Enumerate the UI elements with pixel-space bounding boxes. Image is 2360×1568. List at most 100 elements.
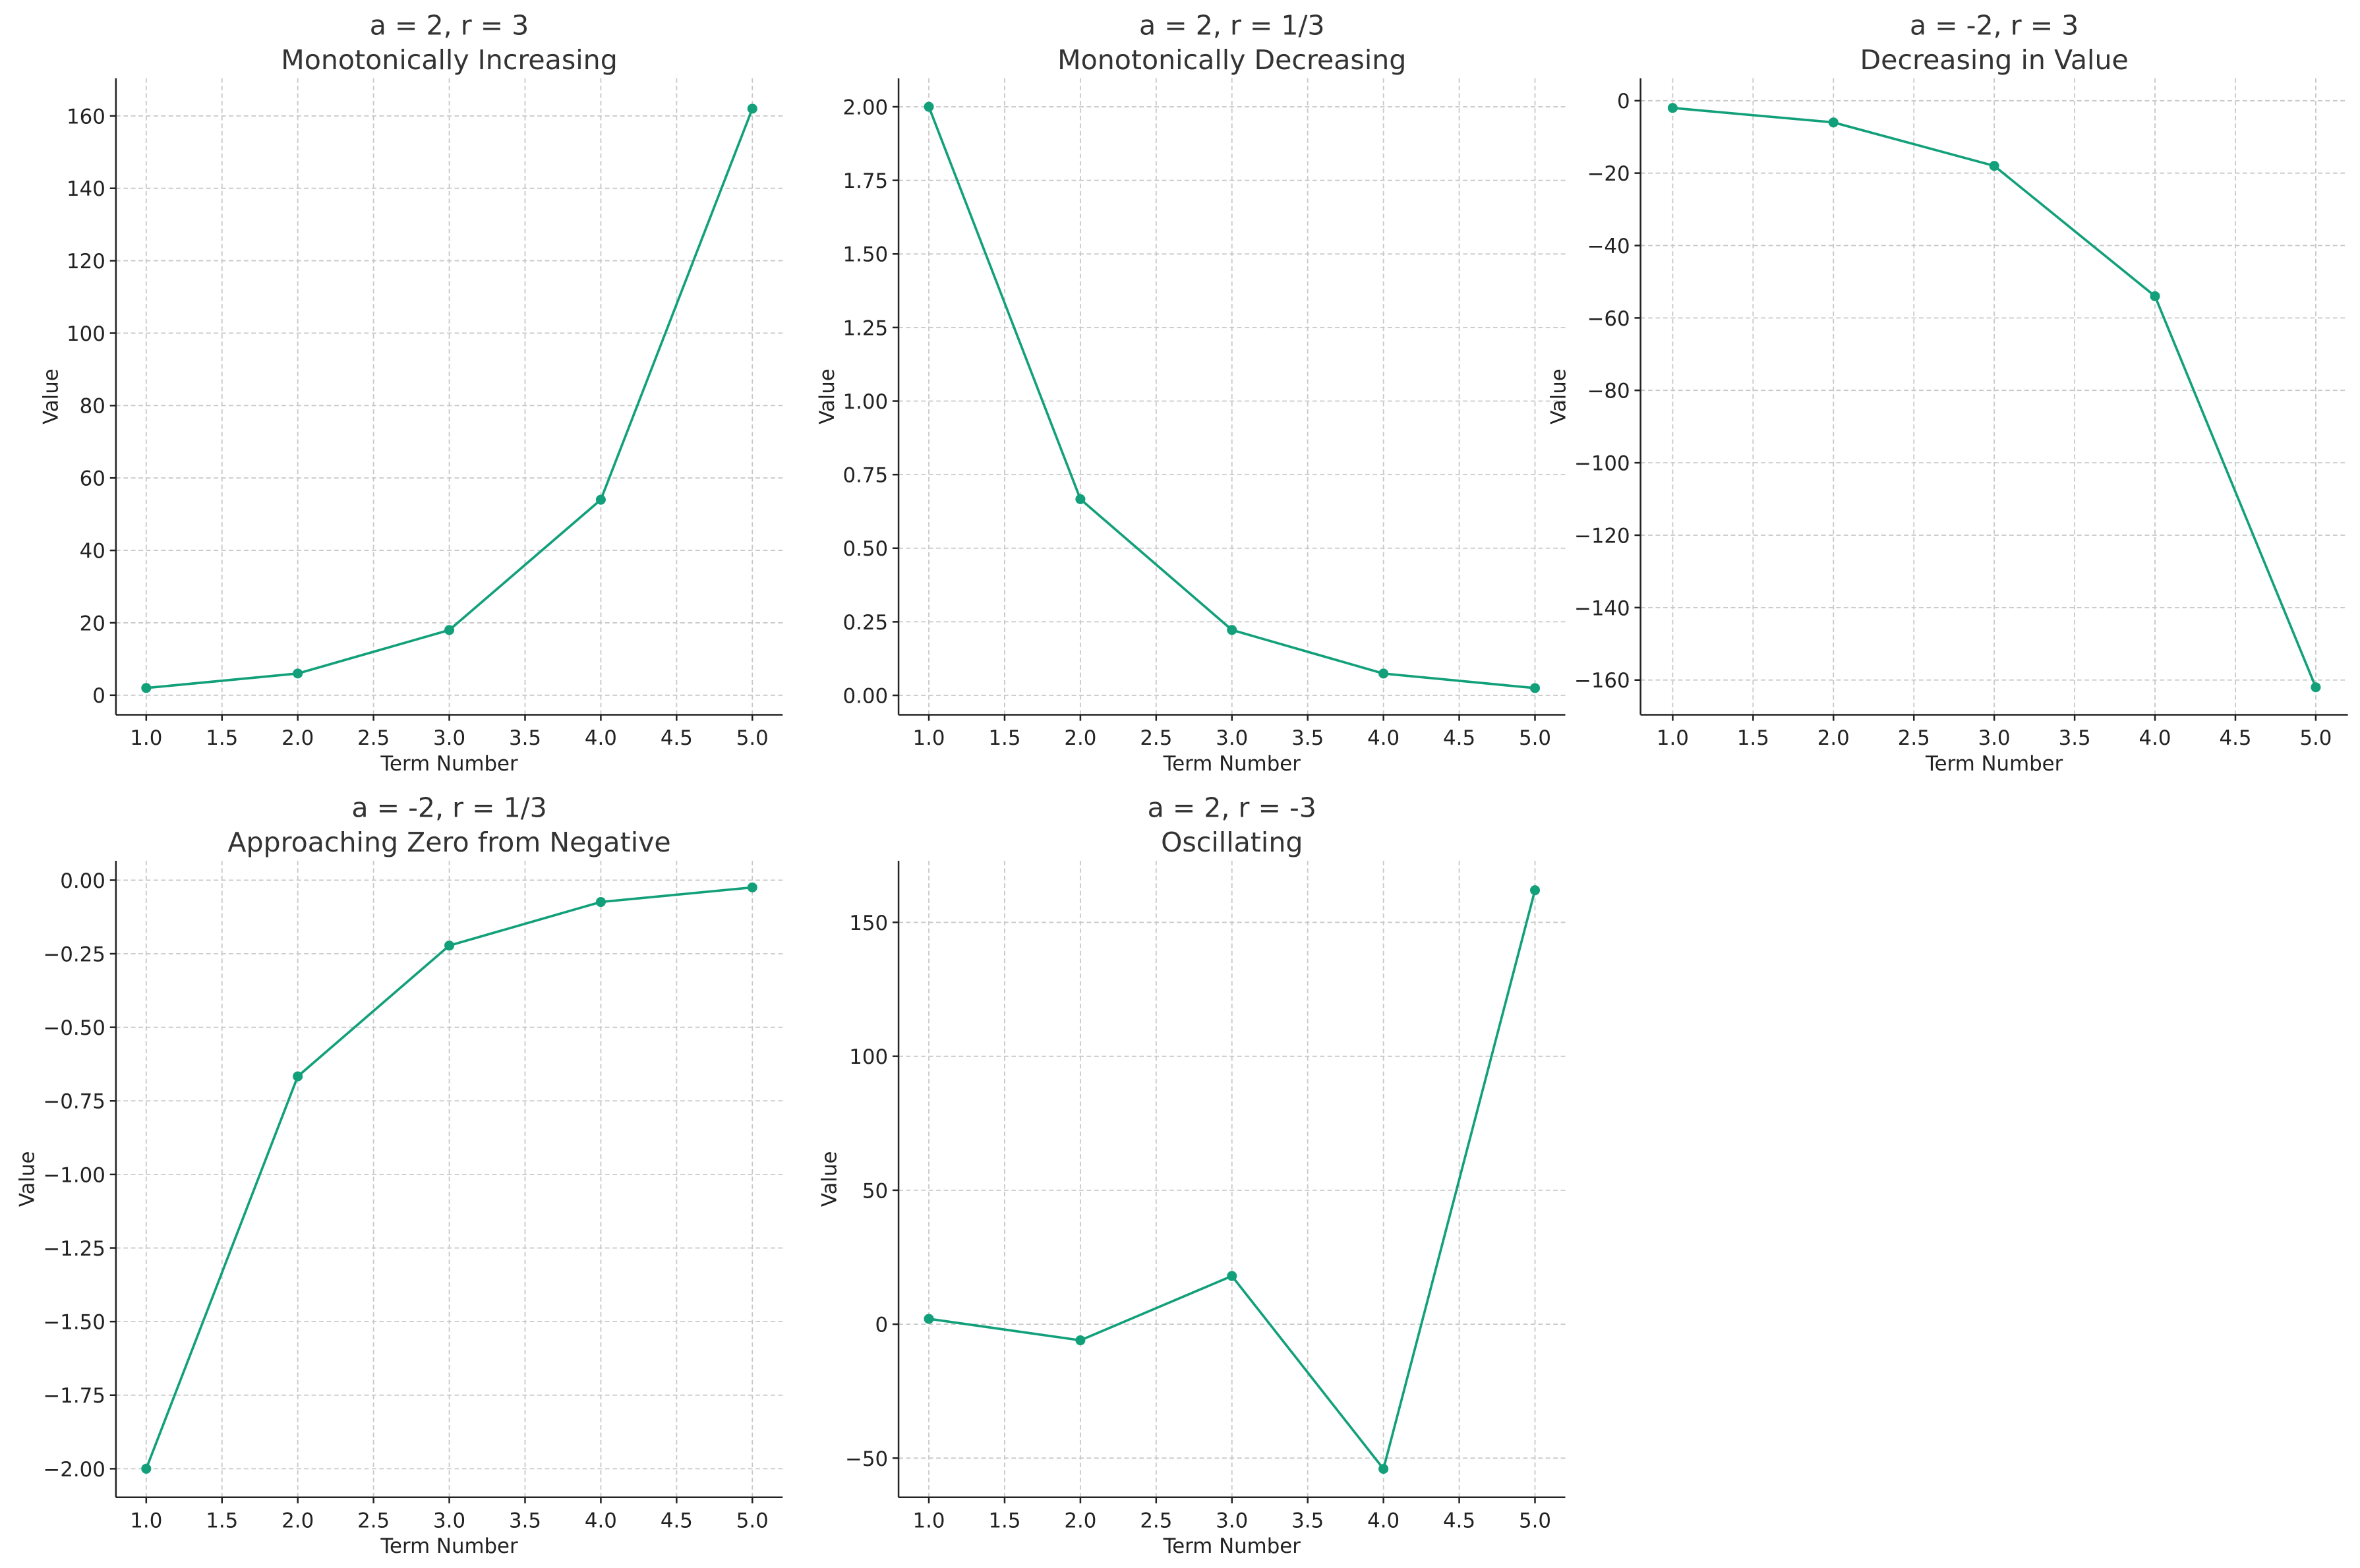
y-tick-label: 100 (849, 1045, 888, 1069)
data-point (293, 668, 303, 679)
x-tick-label: 1.0 (913, 726, 945, 750)
data-point (293, 1071, 303, 1082)
x-tick-label: 2.5 (1140, 726, 1172, 750)
y-tick-label: 50 (862, 1179, 888, 1203)
x-tick-label: 1.0 (913, 1509, 945, 1532)
y-tick-label: 0.00 (60, 869, 105, 893)
x-axis-label: Term Number (380, 1534, 518, 1558)
x-tick-label: 1.5 (206, 726, 238, 750)
chart-title: a = -2, r = 3 (1910, 10, 2079, 42)
y-tick-label: −0.50 (43, 1016, 105, 1040)
x-tick-label: 1.0 (130, 1509, 162, 1532)
x-tick-label: 4.5 (2219, 726, 2251, 750)
y-tick-label: 0.50 (842, 537, 888, 561)
data-point (2311, 682, 2321, 693)
y-tick-label: 0 (1617, 90, 1630, 113)
x-tick-label: 3.5 (1291, 726, 1324, 750)
y-tick-label: 0 (92, 684, 105, 708)
y-tick-label: −100 (1574, 452, 1630, 476)
data-point (444, 625, 455, 635)
y-tick-label: −120 (1574, 524, 1630, 548)
x-tick-label: 5.0 (736, 726, 769, 750)
x-axis-label: Term Number (1925, 752, 2063, 776)
chart-subtitle: Oscillating (1161, 827, 1303, 858)
chart-subtitle: Monotonically Increasing (281, 44, 617, 76)
x-axis-label: Term Number (380, 752, 518, 776)
y-tick-label: −60 (1587, 307, 1630, 331)
chart-subtitle: Approaching Zero from Negative (227, 827, 670, 858)
y-tick-label: 140 (67, 177, 105, 201)
y-tick-label: 1.75 (842, 169, 888, 193)
data-point (1075, 1335, 1086, 1346)
data-point (1529, 683, 1541, 693)
data-point (595, 896, 606, 908)
data-point (1227, 1271, 1237, 1281)
x-tick-label: 4.0 (1367, 1509, 1400, 1532)
y-tick-label: −140 (1574, 596, 1630, 620)
data-point (1989, 161, 1999, 171)
x-tick-label: 2.5 (1140, 1509, 1172, 1532)
y-tick-label: −160 (1574, 669, 1630, 693)
x-tick-label: 2.0 (1817, 726, 1850, 750)
x-tick-label: 2.5 (357, 1509, 390, 1532)
data-point (1227, 625, 1237, 635)
y-tick-label: −1.50 (43, 1311, 105, 1335)
y-tick-label: 2.00 (842, 96, 888, 119)
chart-title: a = -2, r = 1/3 (351, 792, 546, 824)
x-tick-label: 5.0 (2299, 726, 2332, 750)
y-tick-label: −1.25 (43, 1237, 105, 1261)
x-tick-label: 1.5 (1737, 726, 1769, 750)
x-tick-label: 5.0 (1519, 1509, 1551, 1532)
x-tick-label: 4.0 (2139, 726, 2171, 750)
x-tick-label: 4.0 (1367, 726, 1400, 750)
y-tick-label: 100 (67, 322, 105, 346)
y-tick-label: −0.25 (43, 943, 105, 966)
y-tick-label: −0.75 (43, 1090, 105, 1114)
data-point (1378, 668, 1389, 679)
x-tick-label: 2.0 (1064, 726, 1096, 750)
x-tick-label: 1.0 (1657, 726, 1689, 750)
x-tick-label: 3.0 (1216, 1509, 1248, 1532)
chart-subtitle: Monotonically Decreasing (1057, 44, 1406, 76)
x-tick-label: 2.0 (1064, 1509, 1096, 1532)
x-tick-label: 3.0 (433, 726, 465, 750)
data-point (1828, 117, 1839, 128)
x-tick-label: 1.5 (988, 726, 1020, 750)
chart-title: a = 2, r = 3 (370, 10, 529, 42)
x-tick-label: 3.5 (509, 726, 541, 750)
chart-title: a = 2, r = 1/3 (1139, 10, 1324, 42)
chart-title: a = 2, r = -3 (1148, 792, 1316, 824)
x-tick-label: 4.5 (661, 726, 693, 750)
data-point (1075, 494, 1086, 504)
x-tick-label: 2.5 (1898, 726, 1930, 750)
x-tick-label: 1.5 (206, 1509, 238, 1532)
x-tick-label: 2.0 (281, 1509, 314, 1532)
y-tick-label: −1.75 (43, 1384, 105, 1408)
x-tick-label: 3.5 (1291, 1509, 1324, 1532)
y-tick-label: −20 (1587, 162, 1630, 186)
chart-subtitle: Decreasing in Value (1860, 44, 2129, 76)
x-axis-label: Term Number (1163, 1534, 1301, 1558)
y-tick-label: 60 (80, 467, 105, 491)
y-tick-label: −1.00 (43, 1163, 105, 1187)
y-axis-label: Value (817, 1151, 841, 1207)
data-point (747, 103, 757, 114)
data-point (1667, 103, 1678, 113)
data-point (595, 494, 606, 505)
y-tick-label: 1.50 (842, 243, 888, 267)
y-tick-label: 20 (80, 612, 105, 635)
y-axis-label: Value (815, 368, 839, 424)
data-point (141, 1463, 152, 1474)
y-axis-label: Value (39, 368, 63, 424)
x-tick-label: 4.0 (585, 1509, 617, 1532)
x-tick-label: 1.0 (130, 726, 162, 750)
data-point (444, 941, 455, 951)
y-tick-label: −2.00 (43, 1458, 105, 1482)
y-axis-label: Value (16, 1151, 40, 1207)
y-tick-label: −40 (1587, 235, 1630, 258)
y-tick-label: −50 (845, 1447, 888, 1471)
data-point (2150, 291, 2160, 301)
